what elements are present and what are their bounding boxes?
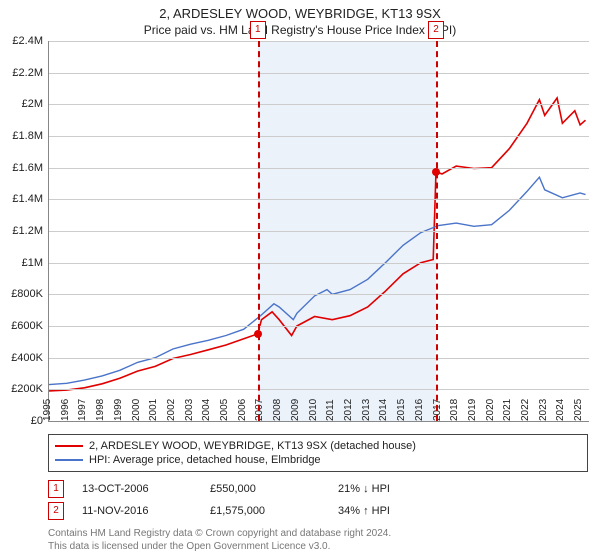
marker-line [436,41,438,421]
x-axis-label: 2014 [374,399,389,421]
gridline [49,168,589,169]
series-line [49,98,586,391]
note-badge: 1 [48,480,64,498]
y-axis-label: £1.6M [12,162,49,174]
license-line: This data is licensed under the Open Gov… [48,541,588,554]
x-axis-label: 2015 [392,399,407,421]
series-line [49,177,586,384]
gridline [49,104,589,105]
x-axis-label: 2023 [534,399,549,421]
gridline [49,326,589,327]
note-delta: 21% ↓ HPI [338,483,448,495]
y-axis-label: £1.2M [12,225,49,237]
x-axis-label: 2018 [445,399,460,421]
y-axis-label: £200K [11,383,49,395]
y-axis-label: £1M [22,257,49,269]
note-row: 2 11-NOV-2016 £1,575,000 34% ↑ HPI [48,500,588,522]
gridline [49,41,589,42]
x-axis-label: 2010 [303,399,318,421]
x-axis-label: 1999 [109,399,124,421]
x-axis-label: 2024 [551,399,566,421]
gridline [49,136,589,137]
legend-item: 2, ARDESLEY WOOD, WEYBRIDGE, KT13 9SX (d… [55,439,581,453]
x-axis-label: 2008 [268,399,283,421]
x-axis-label: 2013 [357,399,372,421]
chart-title: 2, ARDESLEY WOOD, WEYBRIDGE, KT13 9SX [0,0,600,21]
gridline [49,358,589,359]
y-axis-label: £800K [11,288,49,300]
y-axis-label: £1.4M [12,193,49,205]
x-axis-label: 1996 [56,399,71,421]
y-axis-label: £400K [11,352,49,364]
x-axis-label: 2020 [480,399,495,421]
y-axis-label: £2M [22,98,49,110]
x-axis-label: 2012 [339,399,354,421]
note-date: 13-OCT-2006 [82,483,192,495]
legend-swatch [55,445,83,447]
x-axis-label: 1997 [73,399,88,421]
note-price: £550,000 [210,483,320,495]
gridline [49,294,589,295]
sale-point [254,330,262,338]
note-delta: 34% ↑ HPI [338,505,448,517]
x-axis-label: 2001 [144,399,159,421]
license-text: Contains HM Land Registry data © Crown c… [48,528,588,553]
x-axis-label: 2003 [180,399,195,421]
x-axis-label: 1998 [91,399,106,421]
legend-box: 2, ARDESLEY WOOD, WEYBRIDGE, KT13 9SX (d… [48,434,588,472]
x-axis-label: 2004 [197,399,212,421]
gridline [49,73,589,74]
note-date: 11-NOV-2016 [82,505,192,517]
license-line: Contains HM Land Registry data © Crown c… [48,528,588,541]
x-axis-label: 2002 [162,399,177,421]
y-axis-label: £1.8M [12,130,49,142]
x-axis-label: 2017 [427,399,442,421]
gridline [49,199,589,200]
legend-swatch [55,459,83,461]
y-axis-label: £2.4M [12,35,49,47]
note-badge: 2 [48,502,64,520]
x-axis-label: 2009 [286,399,301,421]
gridline [49,231,589,232]
note-price: £1,575,000 [210,505,320,517]
x-axis-label: 2006 [233,399,248,421]
y-axis-label: £600K [11,320,49,332]
legend-item: HPI: Average price, detached house, Elmb… [55,453,581,467]
y-axis-label: £2.2M [12,67,49,79]
marker-badge: 2 [428,21,444,39]
gridline [49,263,589,264]
transaction-notes: 1 13-OCT-2006 £550,000 21% ↓ HPI 2 11-NO… [48,478,588,522]
x-axis-label: 2022 [516,399,531,421]
sale-point [432,168,440,176]
legend-label: HPI: Average price, detached house, Elmb… [89,454,321,466]
x-axis-label: 2016 [410,399,425,421]
x-axis-label: 2000 [126,399,141,421]
gridline [49,389,589,390]
price-chart: £0£200K£400K£600K£800K£1M£1.2M£1.4M£1.6M… [48,41,589,422]
marker-line [258,41,260,421]
x-axis-label: 2011 [322,399,337,421]
marker-badge: 1 [250,21,266,39]
x-axis-label: 2005 [215,399,230,421]
chart-subtitle: Price paid vs. HM Land Registry's House … [0,21,600,41]
note-row: 1 13-OCT-2006 £550,000 21% ↓ HPI [48,478,588,500]
x-axis-label: 1995 [38,399,53,421]
legend-label: 2, ARDESLEY WOOD, WEYBRIDGE, KT13 9SX (d… [89,440,416,452]
x-axis-label: 2019 [463,399,478,421]
x-axis-label: 2025 [569,399,584,421]
x-axis-label: 2021 [498,399,513,421]
